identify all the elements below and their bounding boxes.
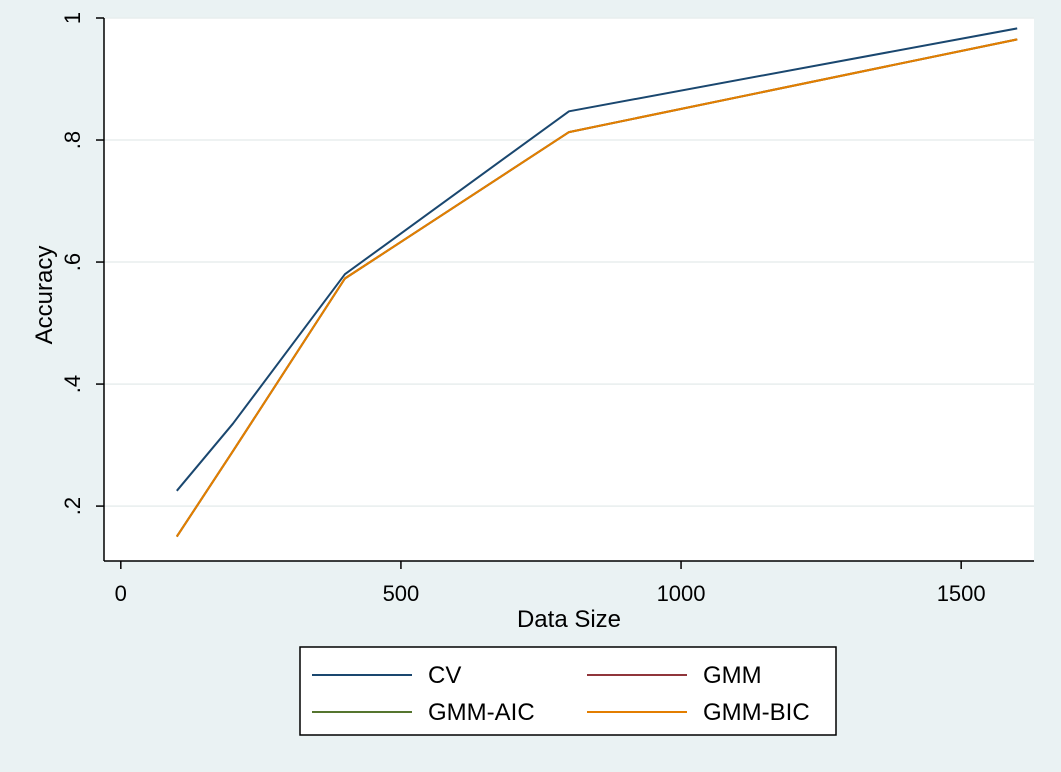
x-tick-label: 500: [383, 581, 420, 606]
x-tick-label: 1500: [937, 581, 986, 606]
x-tick-label: 1000: [657, 581, 706, 606]
y-tick-label: .6: [60, 253, 85, 271]
y-tick-label: .2: [60, 497, 85, 515]
x-tick-label: 0: [115, 581, 127, 606]
legend-label-cv: CV: [428, 662, 461, 689]
grid-lines: [104, 17, 1034, 507]
series-lines: [175, 27, 1018, 538]
y-tick-label: .8: [60, 131, 85, 149]
y-tick-label: 1: [60, 12, 85, 24]
y-axis-title: Accuracy: [31, 246, 58, 345]
legend-label-gmm-bic: GMM-BIC: [703, 699, 810, 726]
legend-label-gmm: GMM: [703, 662, 762, 689]
plot-area: [104, 18, 1034, 561]
series-line-cv: [176, 27, 1018, 492]
legend-box: [299, 646, 837, 736]
legend-label-gmm-aic: GMM-AIC: [428, 699, 535, 726]
legend: CV GMM GMM-AIC GMM-BIC: [299, 646, 837, 736]
series-line-gmm-bic: [175, 38, 1018, 538]
axes: .2 .4 .6 .8 1 0 500 1000 1500: [60, 12, 1034, 606]
x-axis-title: Data Size: [517, 606, 621, 633]
y-tick-label: .4: [60, 375, 85, 393]
